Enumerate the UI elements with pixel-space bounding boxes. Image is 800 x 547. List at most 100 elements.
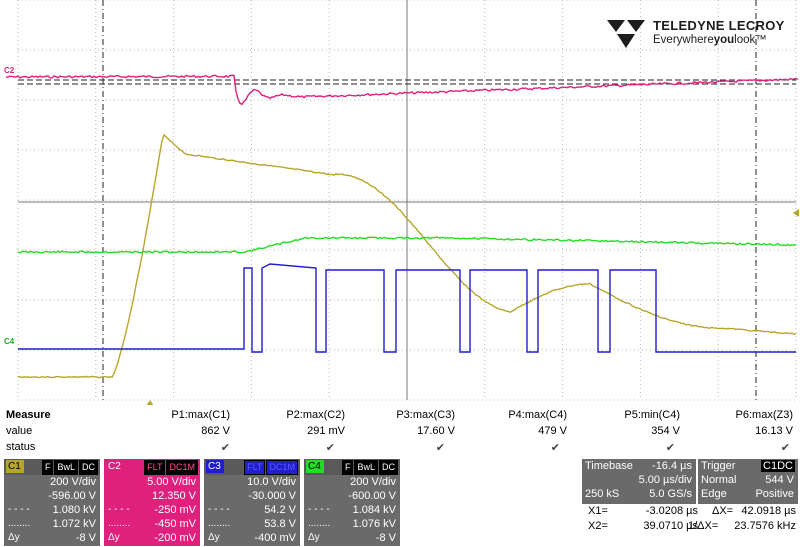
- channel-cursor2-value: 53.8 V: [264, 518, 296, 530]
- channel-delta-y: -8 V: [75, 532, 96, 544]
- channel-flag: DC: [79, 460, 98, 475]
- channel-cursor1-value: 1.080 kV: [52, 504, 96, 516]
- channel-box-c3[interactable]: C3 FLT DC1M 10.0 V/div -30.000 V - - - - 54.2 …: [204, 459, 300, 546]
- c4-trace-label: C4: [4, 337, 15, 346]
- channel-cursor1-value: 54.2 V: [264, 504, 296, 516]
- channel-delta-y: -400 mV: [254, 532, 296, 544]
- trigger-level-marker: [793, 209, 799, 217]
- channel-cursor1-value: 1.084 kV: [352, 504, 396, 516]
- teledyne-lecroy-logo: TELEDYNE LECROY Everywhereyoulook™: [605, 16, 795, 50]
- trigger-position-marker: [146, 400, 154, 405]
- c2-trace-label: C2: [4, 66, 15, 75]
- status-check-icon: ✔: [550, 442, 560, 454]
- trigger-type: Edge: [701, 488, 727, 500]
- timebase-tdiv: 5.00 µs/div: [638, 474, 692, 486]
- cursor2-marker: ........: [8, 518, 31, 529]
- param-value-p2: 291 mV: [307, 425, 345, 437]
- channel-tag: C3: [206, 460, 224, 473]
- channel-offset: -30.000 V: [248, 490, 296, 502]
- channel-vdiv: 10.0 V/div: [247, 476, 296, 488]
- waveform-grid: [5, 0, 799, 405]
- c3-trace: [18, 263, 796, 353]
- channel-flag: DC1M: [266, 460, 298, 475]
- param-name-p4[interactable]: P4:max(C4): [508, 409, 567, 421]
- channel-flag: DC1M: [166, 460, 198, 475]
- channel-tag: C2: [106, 460, 124, 473]
- cursor2-marker: ........: [308, 518, 331, 529]
- inv-dx-value: 23.7576 kHz: [734, 520, 796, 532]
- logo-brand: TELEDYNE LECROY: [653, 18, 785, 33]
- channel-flags: F BwL DC: [341, 460, 398, 475]
- channel-box-c2[interactable]: C2 FLT DC1M 5.00 V/div 12.350 V - - - - -250 m…: [104, 459, 200, 546]
- value-row-label: value: [6, 425, 33, 437]
- param-value-p1: 862 V: [201, 425, 230, 437]
- param-value-p5: 354 V: [651, 425, 680, 437]
- param-value-p3: 17.60 V: [417, 425, 455, 437]
- measure-table: Measure P1:max(C1) P2:max(C2) P3:max(C3)…: [0, 406, 800, 456]
- channel-vdiv: 5.00 V/div: [147, 476, 196, 488]
- channel-flag: DC: [379, 460, 398, 475]
- timebase-samples: 250 kS: [585, 488, 620, 500]
- channel-box-c1[interactable]: C1 F BwL DC 200 V/div -596.00 V - - - - 1.080 k…: [4, 459, 100, 546]
- channel-header: C4 F BwL DC: [304, 459, 400, 475]
- status-check-icon: ✔: [780, 442, 790, 454]
- channel-box-c4[interactable]: C4 F BwL DC 200 V/div -600.00 V - - - - 1.084 k…: [304, 459, 400, 546]
- cursor2-marker: ........: [108, 518, 131, 529]
- channel-flag: F: [41, 460, 54, 475]
- status-check-icon: ✔: [325, 442, 335, 454]
- channel-tag: C1: [6, 460, 24, 473]
- channel-flags: F BwL DC: [41, 460, 98, 475]
- status-check-icon: ✔: [665, 442, 675, 454]
- logo-tagline: Everywhereyoulook™: [653, 34, 767, 46]
- channel-flag: FLT: [144, 460, 166, 475]
- channel-vdiv: 200 V/div: [350, 476, 396, 488]
- status-check-icon: ✔: [435, 442, 445, 454]
- channel-cursor2-value: 1.072 kV: [52, 518, 96, 530]
- channel-vdiv: 200 V/div: [50, 476, 96, 488]
- channel-cursor2-value: 1.076 kV: [352, 518, 396, 530]
- cursor1-marker: - - - -: [8, 504, 30, 515]
- measure-status-row: status ✔ ✔ ✔ ✔ ✔ ✔: [0, 441, 800, 456]
- param-name-p3[interactable]: P3:max(C3): [396, 409, 455, 421]
- channel-header: C3 FLT DC1M: [204, 459, 300, 475]
- trigger-mode: Normal: [701, 474, 737, 486]
- channel-tag: C4: [306, 460, 324, 473]
- channel-cursor2-value: -450 mV: [154, 518, 196, 530]
- measure-title: Measure: [6, 409, 51, 421]
- trigger-source-badge: C1DC: [761, 460, 795, 472]
- measure-value-row: value 862 V 291 mV 17.60 V 479 V 354 V 1…: [0, 425, 800, 440]
- dx-label: ΔX=: [712, 505, 734, 517]
- channel-header: C2 FLT DC1M: [104, 459, 200, 475]
- channel-flags: FLT DC1M: [243, 460, 298, 475]
- param-name-p1[interactable]: P1:max(C1): [171, 409, 230, 421]
- param-name-p6[interactable]: P6:max(Z3): [735, 409, 793, 421]
- timebase-panel[interactable]: Timebase -16.4 µs 5.00 µs/div 250 kS 5.0…: [582, 459, 696, 504]
- channel-header: C1 F BwL DC: [4, 459, 100, 475]
- param-name-p5[interactable]: P5:min(C4): [624, 409, 680, 421]
- waveform-display[interactable]: TELEDYNE LECROY Everywhereyoulook™ C2 C4: [0, 0, 800, 405]
- delta-y-label: Δy: [108, 532, 120, 543]
- param-name-p2[interactable]: P2:max(C2): [286, 409, 345, 421]
- channel-flag: FLT: [244, 460, 266, 475]
- cursor1-marker: - - - -: [108, 504, 130, 515]
- param-value-p4: 479 V: [538, 425, 567, 437]
- measure-header-row: Measure P1:max(C1) P2:max(C2) P3:max(C3)…: [0, 409, 800, 424]
- channel-delta-y: -200 mV: [154, 532, 196, 544]
- delta-y-label: Δy: [8, 532, 20, 543]
- channel-offset: -600.00 V: [348, 490, 396, 502]
- status-check-icon: ✔: [220, 442, 230, 454]
- c4-trace: [17, 236, 797, 254]
- timebase-rate: 5.0 GS/s: [649, 488, 692, 500]
- channel-offset: -596.00 V: [48, 490, 96, 502]
- channel-offset: 12.350 V: [151, 490, 196, 502]
- x1-label: X1=: [588, 505, 608, 517]
- lecroy-logo-icon: [607, 20, 645, 48]
- cursor1-marker: - - - -: [308, 504, 330, 515]
- cursor2-marker: ........: [208, 518, 231, 529]
- c1-trace: [17, 133, 797, 379]
- x2-value: 39.0710 µs: [643, 520, 698, 532]
- timebase-label: Timebase: [585, 460, 633, 472]
- trigger-panel[interactable]: Trigger C1DC Normal 544 V Edge Positive: [698, 459, 798, 504]
- status-row-label: status: [6, 441, 36, 453]
- trigger-slope: Positive: [755, 488, 794, 500]
